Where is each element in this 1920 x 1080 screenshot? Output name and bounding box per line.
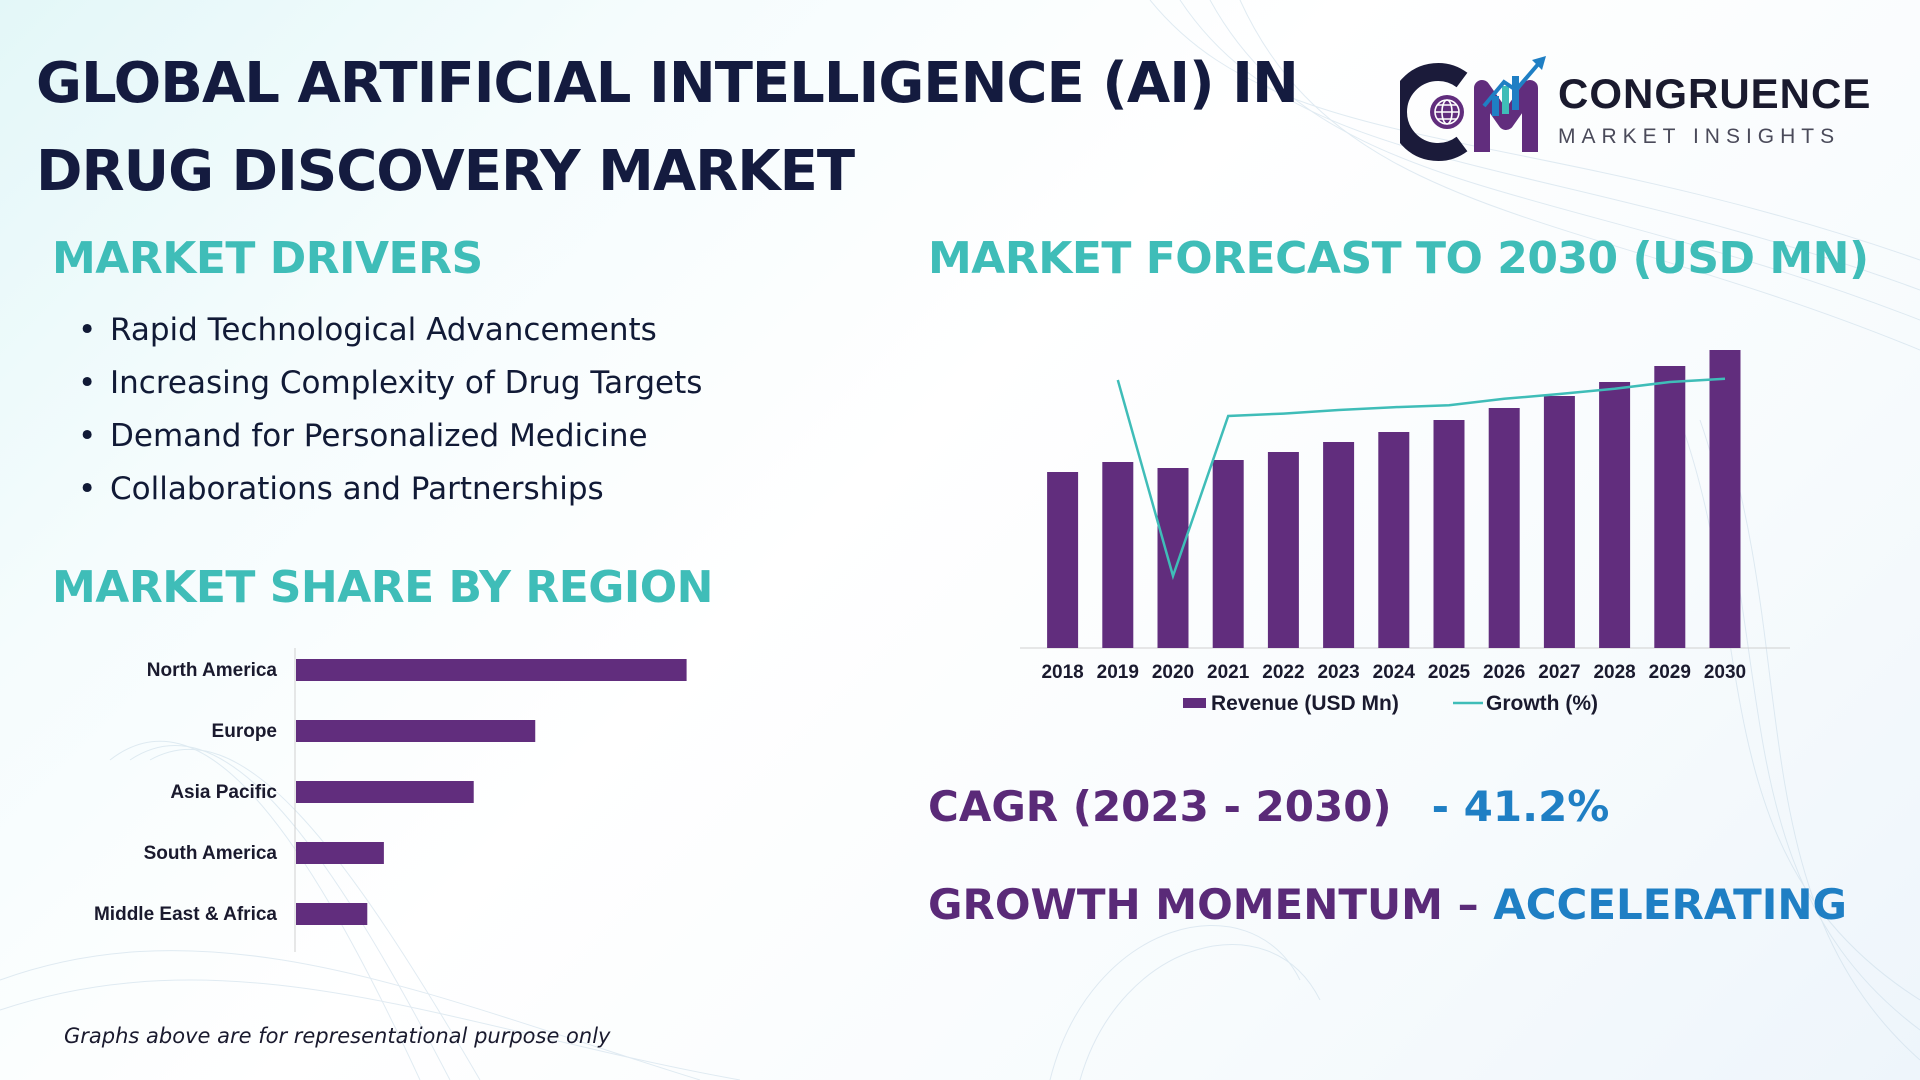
revenue-bar xyxy=(1433,420,1465,648)
growth-line xyxy=(1116,377,1726,581)
x-tick-label: 2019 xyxy=(1097,662,1139,683)
x-tick-label: 2026 xyxy=(1483,662,1525,683)
region-label: Middle East & Africa xyxy=(94,904,277,925)
x-tick-label: 2022 xyxy=(1262,662,1304,683)
logo-mark-icon xyxy=(1389,56,1546,161)
revenue-bar xyxy=(1543,396,1575,648)
driver-text: Collaborations and Partnerships xyxy=(110,471,604,507)
momentum-label: GROWTH MOMENTUM – xyxy=(928,880,1494,929)
revenue-bar xyxy=(1378,432,1410,648)
x-tick-label: 2018 xyxy=(1041,662,1083,683)
growth-momentum-line: GROWTH MOMENTUM – ACCELERATING xyxy=(928,880,1847,929)
bullet-icon: • xyxy=(78,471,97,507)
forecast-combo-chart: 2018 2019 2020 2021 2022 2023 2024 2025 2026 2027… xyxy=(1020,350,1790,715)
region-label: North America xyxy=(147,660,278,681)
region-bar xyxy=(296,720,536,742)
x-tick-label: 2027 xyxy=(1538,662,1580,683)
revenue-bar xyxy=(1709,350,1741,648)
x-tick-label: 2025 xyxy=(1428,662,1471,683)
momentum-value: ACCELERATING xyxy=(1493,880,1847,929)
page-title: GLOBAL ARTIFICIAL INTELLIGENCE (AI) IN D… xyxy=(36,51,1299,204)
driver-text: Increasing Complexity of Drug Targets xyxy=(110,365,703,401)
revenue-bar xyxy=(1599,382,1631,648)
driver-text: Demand for Personalized Medicine xyxy=(110,418,648,454)
legend-label-revenue: Revenue (USD Mn) xyxy=(1211,692,1399,715)
revenue-bar xyxy=(1267,452,1299,648)
list-item: • Increasing Complexity of Drug Targets xyxy=(78,357,702,410)
region-bar xyxy=(296,842,384,864)
driver-text: Rapid Technological Advancements xyxy=(110,312,657,348)
revenue-bar xyxy=(1323,442,1355,648)
cagr-value: - 41.2% xyxy=(1431,782,1610,831)
revenue-bar xyxy=(1047,472,1079,648)
legend-swatch-revenue xyxy=(1183,698,1206,708)
x-tick-label: 2030 xyxy=(1704,662,1746,683)
forecast-heading: MARKET FORECAST TO 2030 (USD MN) xyxy=(928,233,1869,284)
revenue-bar xyxy=(1488,408,1520,648)
list-item: • Collaborations and Partnerships xyxy=(78,463,702,516)
drivers-list: • Rapid Technological Advancements • Incre… xyxy=(78,304,702,516)
cagr-line: CAGR (2023 - 2030) - 41.2% xyxy=(928,782,1609,831)
region-bar xyxy=(296,781,474,803)
list-item: • Rapid Technological Advancements xyxy=(78,304,702,357)
revenue-bar xyxy=(1157,468,1189,648)
logo-name: CONGRUENCE xyxy=(1558,70,1872,117)
x-tick-label: 2023 xyxy=(1317,662,1359,683)
region-bar xyxy=(296,659,687,681)
region-bar xyxy=(296,903,368,925)
region-bar-chart: North America Europe Asia Pacific South Ame… xyxy=(94,648,687,952)
revenue-bar xyxy=(1654,366,1686,648)
footnote: Graphs above are for representational pu… xyxy=(64,1024,611,1048)
region-share-heading: MARKET SHARE BY REGION xyxy=(52,562,714,613)
x-tick-label: 2028 xyxy=(1593,662,1635,683)
region-label: Europe xyxy=(212,721,277,742)
list-item: • Demand for Personalized Medicine xyxy=(78,410,702,463)
x-tick-label: 2020 xyxy=(1152,662,1194,683)
x-tick-label: 2021 xyxy=(1207,662,1250,683)
bullet-icon: • xyxy=(78,365,97,401)
x-tick-label: 2029 xyxy=(1649,662,1691,683)
x-tick-label: 2024 xyxy=(1373,662,1416,683)
revenue-bar xyxy=(1212,460,1244,648)
legend-label-growth: Growth (%) xyxy=(1486,692,1598,715)
bullet-icon: • xyxy=(78,312,97,348)
region-label: Asia Pacific xyxy=(170,782,277,803)
market-drivers-heading: MARKET DRIVERS xyxy=(52,233,483,284)
bullet-icon: • xyxy=(78,418,97,454)
revenue-bar xyxy=(1102,462,1134,648)
logo-tagline: MARKET INSIGHTS xyxy=(1558,125,1841,148)
region-label: South America xyxy=(144,843,278,864)
cagr-label: CAGR (2023 - 2030) xyxy=(928,782,1392,831)
company-logo: CONGRUENCE MARKET INSIGHTS xyxy=(1389,52,1872,162)
